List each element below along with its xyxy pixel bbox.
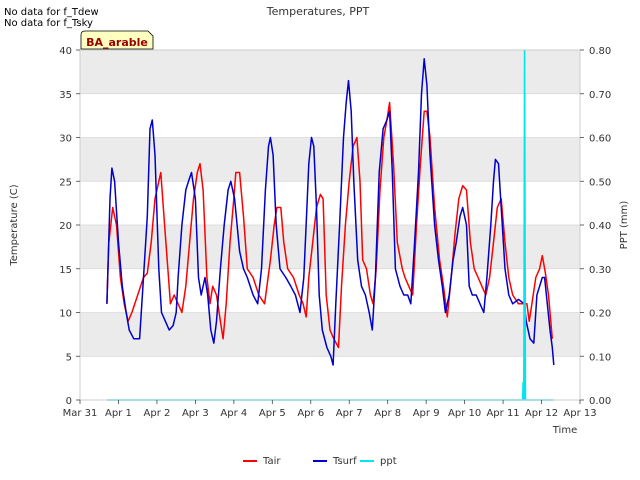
x-tick-label: Mar 31 bbox=[63, 408, 98, 419]
legend-entry-tair: Tair bbox=[243, 456, 281, 467]
y2-tick-label: 0.00 bbox=[589, 396, 611, 407]
x-tick-label: Apr 6 bbox=[297, 408, 324, 419]
y-tick-label: 25 bbox=[59, 177, 72, 188]
y2-tick-label: 0.10 bbox=[589, 352, 611, 363]
y-tick-label: 20 bbox=[59, 221, 72, 232]
y-tick-label: 35 bbox=[59, 90, 72, 101]
y-tick-label: 15 bbox=[59, 265, 72, 276]
legend-label: Tsurf bbox=[332, 456, 357, 467]
x-tick-label: Apr 9 bbox=[413, 408, 440, 419]
background-bands bbox=[80, 50, 580, 357]
legend-entry-ppt: ppt bbox=[360, 456, 397, 467]
y-tick-label: 40 bbox=[59, 46, 72, 57]
y2-tick-label: 0.40 bbox=[589, 221, 611, 232]
y2-tick-label: 0.20 bbox=[589, 309, 611, 320]
x-tick-label: Apr 8 bbox=[374, 408, 401, 419]
legend-label: Tair bbox=[262, 456, 281, 467]
y-tick-label: 0 bbox=[66, 396, 72, 407]
x-tick-label: Apr 10 bbox=[448, 408, 481, 419]
site-label-text: BA_arable bbox=[86, 36, 148, 49]
background-band bbox=[80, 50, 580, 94]
y2-tick-label: 0.70 bbox=[589, 90, 611, 101]
y-tick-label: 10 bbox=[59, 309, 72, 320]
site-label-box: BA_arable bbox=[80, 30, 154, 50]
y-tick-label: 30 bbox=[59, 134, 72, 145]
legend-label: ppt bbox=[380, 456, 397, 467]
x-tick-label: Apr 5 bbox=[259, 408, 286, 419]
x-tick-label: Apr 2 bbox=[144, 408, 171, 419]
x-tick-label: Apr 13 bbox=[563, 408, 596, 419]
y2-tick-label: 0.80 bbox=[589, 46, 611, 57]
y2-tick-label: 0.60 bbox=[589, 134, 611, 145]
y2-tick-label: 0.30 bbox=[589, 265, 611, 276]
no-data-note-tsky: No data for f_Tsky bbox=[4, 18, 93, 29]
x-tick-label: Apr 1 bbox=[105, 408, 132, 419]
site-label-tab bbox=[80, 30, 154, 50]
background-band bbox=[80, 312, 580, 357]
background-band bbox=[80, 137, 580, 182]
series-line-tair bbox=[106, 101, 554, 349]
x-tick-label: Apr 3 bbox=[182, 408, 209, 419]
series-line-tsurf bbox=[106, 58, 555, 366]
y-axis-label: Temperature (C) bbox=[9, 184, 20, 266]
axes: 0 5 10 15 20 25 30 35 40 0.00 0.10 0.20 0.30 0.40 0.50… bbox=[59, 46, 611, 419]
background-band bbox=[80, 225, 580, 269]
x-tick-label: Apr 11 bbox=[486, 408, 519, 419]
x-tick-label: Apr 4 bbox=[220, 408, 247, 419]
x-axis-label: Time bbox=[552, 425, 577, 436]
x-tick-label: Apr 12 bbox=[525, 408, 558, 419]
legend: Tair Tsurf ppt bbox=[243, 456, 397, 467]
y-tick-label: 5 bbox=[66, 352, 72, 363]
chart-title: Temperatures, PPT bbox=[266, 5, 370, 18]
x-tick-label: Apr 7 bbox=[336, 408, 363, 419]
y2-axis-label: PPT (mm) bbox=[619, 201, 630, 250]
no-data-note-tdew: No data for f_Tdew bbox=[4, 7, 99, 18]
legend-entry-tsurf: Tsurf bbox=[313, 456, 357, 467]
y2-tick-label: 0.50 bbox=[589, 177, 611, 188]
